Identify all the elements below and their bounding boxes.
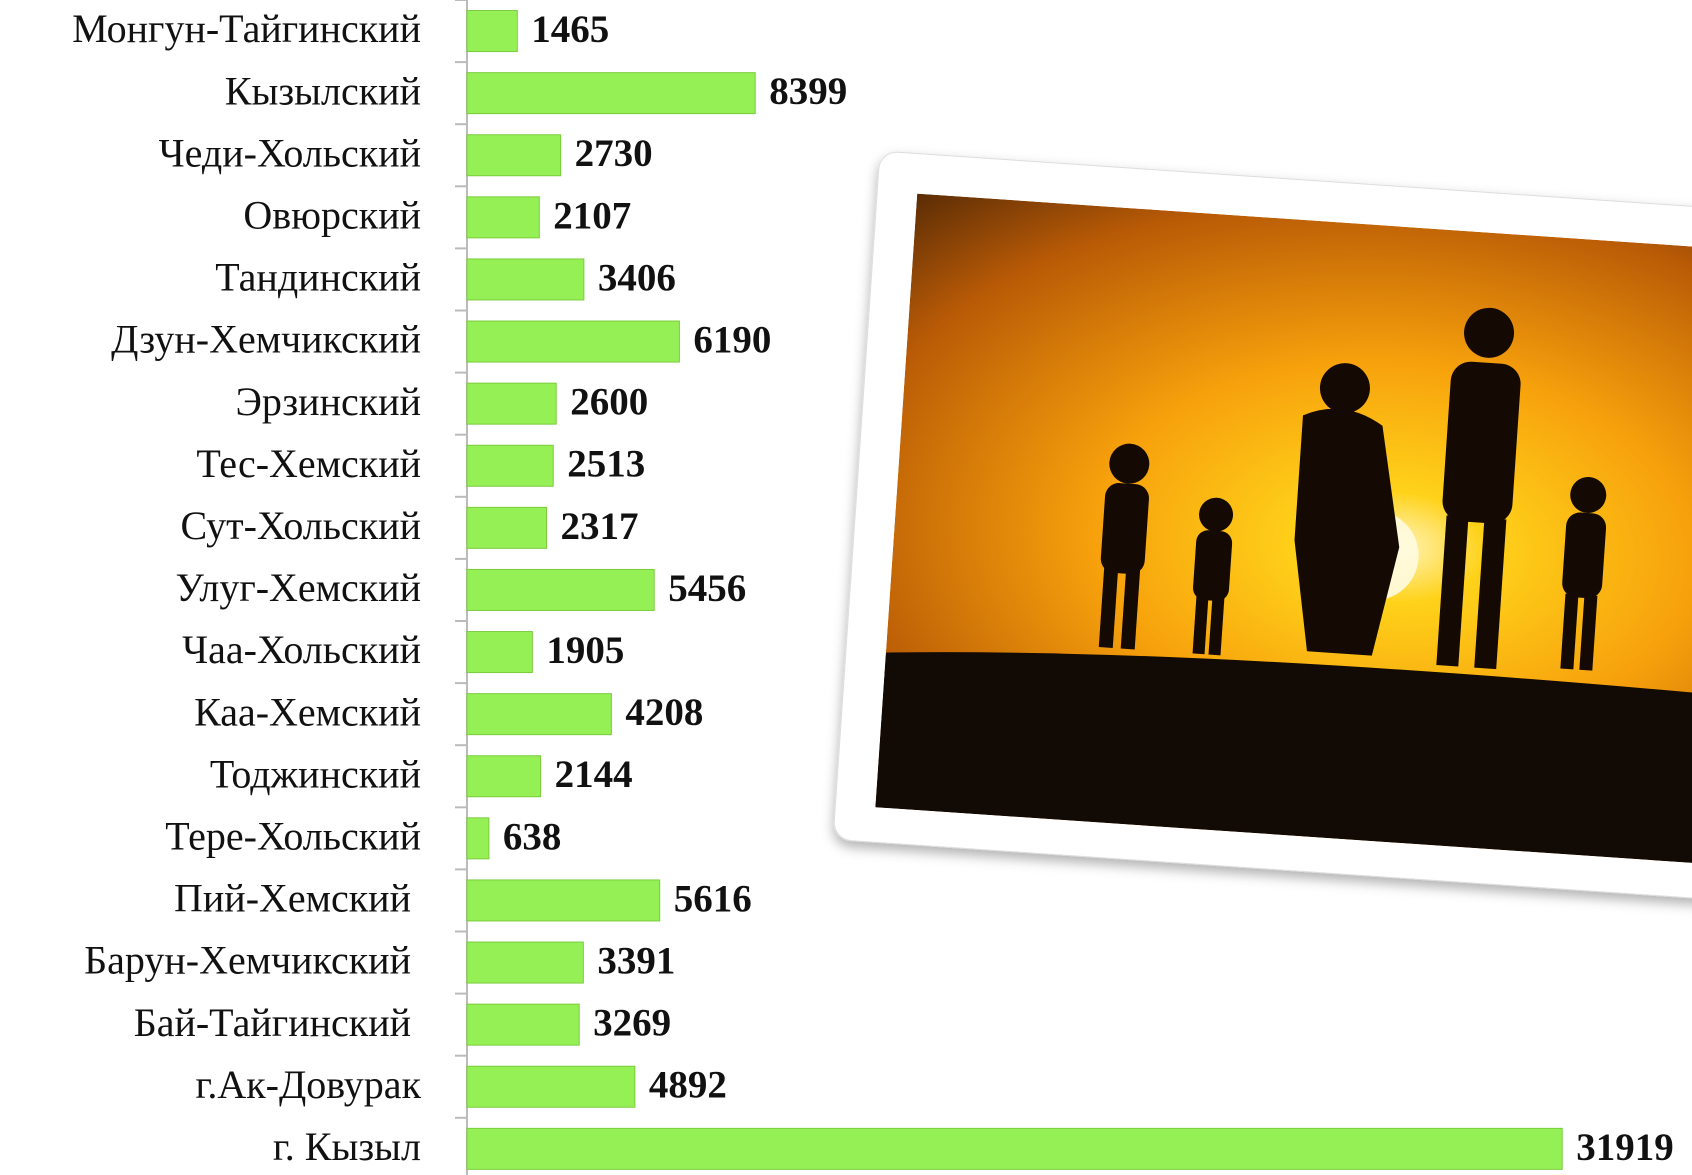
category-label: Тандинский bbox=[215, 255, 421, 300]
value-label: 2600 bbox=[570, 381, 648, 424]
value-label: 3269 bbox=[593, 1002, 671, 1045]
value-label: 8399 bbox=[769, 70, 847, 113]
value-label: 4208 bbox=[625, 691, 703, 734]
value-label: 5616 bbox=[674, 877, 752, 920]
category-label: Барун-Хемчикский bbox=[84, 938, 421, 983]
category-label: Каа-Хемский bbox=[194, 689, 421, 734]
value-label: 2317 bbox=[561, 505, 639, 548]
bar bbox=[467, 259, 584, 300]
bar bbox=[467, 197, 539, 238]
value-label: 3391 bbox=[597, 940, 675, 983]
bar bbox=[467, 73, 755, 114]
bar bbox=[467, 1004, 579, 1045]
value-label: 6190 bbox=[693, 319, 771, 362]
category-label: Тере-Хольский bbox=[165, 814, 421, 859]
value-label: 4892 bbox=[649, 1064, 727, 1107]
bar bbox=[467, 1066, 635, 1107]
category-label: Улуг-Хемский bbox=[176, 565, 421, 610]
photo bbox=[833, 151, 1692, 914]
bar bbox=[467, 1128, 1562, 1169]
category-label: Тоджинский bbox=[210, 751, 421, 796]
bar bbox=[467, 569, 654, 610]
category-label: Чеди-Хольский bbox=[159, 130, 421, 175]
category-label: Дзун-Хемчикский bbox=[111, 317, 421, 362]
bar bbox=[467, 11, 517, 52]
bar bbox=[467, 321, 679, 362]
bar bbox=[467, 942, 583, 983]
value-label: 31919 bbox=[1576, 1126, 1674, 1169]
bar bbox=[467, 383, 556, 424]
bar bbox=[467, 135, 561, 176]
value-label: 2730 bbox=[575, 132, 653, 175]
category-label: Тес-Хемский bbox=[196, 441, 421, 486]
chart: Монгун-Тайгинский 1465 Кызылский 8399 Чеди-Х… bbox=[0, 0, 1692, 1175]
value-label: 2107 bbox=[553, 194, 631, 237]
category-label: Монгун-Тайгинский bbox=[72, 6, 421, 51]
category-label: Эрзинский bbox=[235, 379, 421, 424]
category-label: Овюрский bbox=[243, 193, 421, 238]
category-label: Пий-Хемский bbox=[174, 876, 421, 921]
bar bbox=[467, 507, 547, 548]
value-label: 1905 bbox=[546, 629, 624, 672]
category-label: Бай-Тайгинский bbox=[134, 1000, 421, 1045]
bar bbox=[467, 445, 553, 486]
bar bbox=[467, 880, 660, 921]
value-label: 1465 bbox=[531, 8, 609, 51]
bar bbox=[467, 632, 532, 673]
category-label: Кызылский bbox=[225, 68, 421, 113]
category-label: г. Кызыл bbox=[273, 1124, 421, 1169]
category-label: Чаа-Хольский bbox=[182, 627, 421, 672]
bar bbox=[467, 756, 541, 797]
bar bbox=[467, 818, 489, 859]
value-label: 2513 bbox=[567, 443, 645, 486]
value-label: 5456 bbox=[668, 567, 746, 610]
value-label: 2144 bbox=[555, 753, 633, 796]
bar bbox=[467, 694, 611, 735]
value-label: 638 bbox=[503, 815, 561, 858]
category-label: г.Ак-Довурак bbox=[195, 1062, 421, 1107]
category-label: Сут-Хольский bbox=[180, 503, 421, 548]
value-label: 3406 bbox=[598, 256, 676, 299]
